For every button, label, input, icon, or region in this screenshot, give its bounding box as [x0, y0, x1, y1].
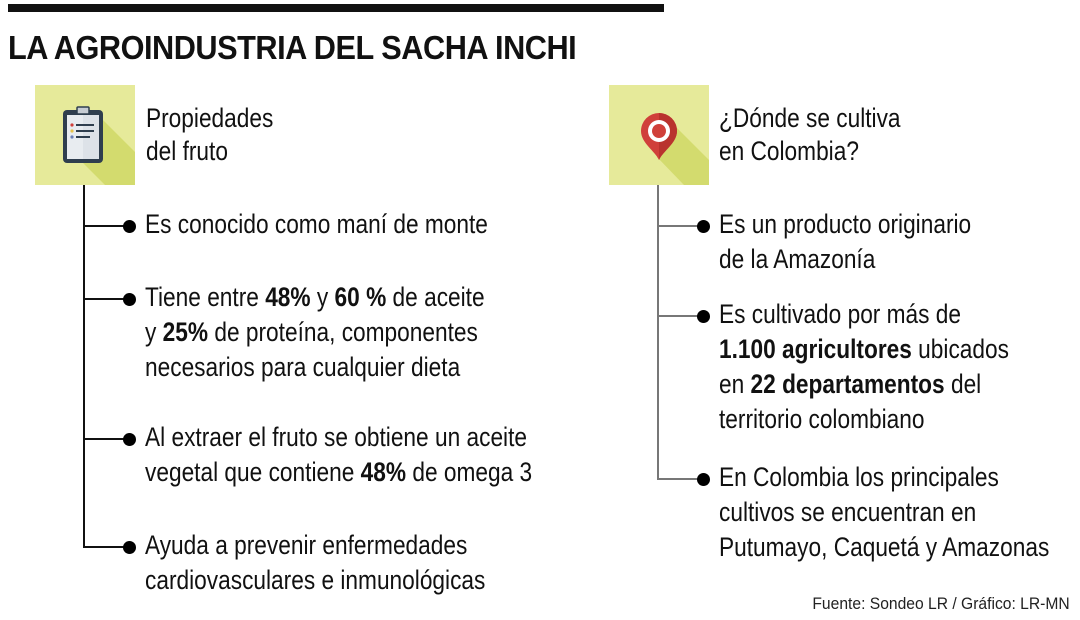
body-text: de aceite [386, 282, 485, 312]
list-item: En Colombia los principales cultivos se e… [719, 460, 1049, 565]
connector-branch [657, 225, 699, 227]
body-text: del [944, 369, 982, 399]
list-item: Tiene entre 48% y 60 % de aceite y 25% de… [145, 280, 485, 385]
list-item-line: Es un producto originario [719, 207, 971, 242]
list-item-line: cardiovasculares e inmunológicas [145, 563, 485, 598]
body-text: Putumayo, Caquetá y Amazonas [719, 532, 1050, 562]
left-section-title-line1: Propiedades [146, 103, 274, 133]
connector-branch [657, 315, 699, 317]
list-item-line: Tiene entre 48% y 60 % de aceite [145, 280, 485, 315]
connector-branch [83, 298, 125, 300]
list-item-line: Putumayo, Caquetá y Amazonas [719, 530, 1049, 565]
bullet-dot-icon [123, 293, 136, 306]
source-credit: Fuente: Sondeo LR / Gráfico: LR-MN [812, 594, 1070, 613]
highlight-text: 48% [360, 457, 407, 487]
list-item-line: cultivos se encuentran en [719, 495, 1049, 530]
clipboard-icon [35, 85, 135, 185]
list-item-line: En Colombia los principales [719, 460, 1049, 495]
header-rule [8, 4, 664, 12]
body-text: de omega 3 [406, 457, 533, 487]
list-item: Ayuda a prevenir enfermedades cardiovascu… [145, 528, 485, 598]
right-section-title: ¿Dónde se cultiva en Colombia? [719, 102, 901, 168]
connector-branch [83, 546, 125, 548]
list-item: Al extraer el fruto se obtiene un aceite… [145, 420, 532, 490]
bullet-dot-icon [697, 310, 710, 323]
connector-branch [657, 478, 699, 480]
body-text: Al extraer el fruto se obtiene un aceite [145, 422, 528, 452]
list-item-line: necesarios para cualquier dieta [145, 350, 485, 385]
body-text: vegetal que contiene [145, 457, 361, 487]
list-item-line: Es conocido como maní de monte [145, 207, 488, 242]
highlight-text: 48% [265, 282, 311, 312]
body-text: ubicados [911, 334, 1009, 364]
list-item-line: Ayuda a prevenir enfermedades [145, 528, 485, 563]
body-text: En Colombia los principales [719, 462, 999, 492]
connector-branch [83, 438, 125, 440]
connector-branch [83, 225, 125, 227]
body-text: de la Amazonía [719, 244, 876, 274]
body-text: Es conocido como maní de monte [145, 209, 488, 239]
list-item-line: Es cultivado por más de [719, 297, 1009, 332]
highlight-text: 22 departamentos [750, 369, 945, 399]
body-text: y [145, 317, 163, 347]
body-text: cultivos se encuentran en [719, 497, 977, 527]
body-text: de proteína, componentes [208, 317, 478, 347]
bullet-dot-icon [123, 541, 136, 554]
left-connector-trunk [83, 185, 85, 547]
list-item-line: territorio colombiano [719, 402, 1009, 437]
list-item-line: en 22 departamentos del [719, 367, 1009, 402]
body-text: Tiene entre [145, 282, 266, 312]
page-title: LA AGROINDUSTRIA DEL SACHA INCHI [8, 29, 577, 66]
body-text: territorio colombiano [719, 404, 925, 434]
list-item: Es cultivado por más de 1.100 agricultore… [719, 297, 1009, 437]
right-section-title-line1: ¿Dónde se cultiva [719, 103, 901, 133]
highlight-text: 1.100 agricultores [719, 334, 912, 364]
list-item-line: Al extraer el fruto se obtiene un aceite [145, 420, 532, 455]
body-text: en [719, 369, 751, 399]
bullet-dot-icon [123, 433, 136, 446]
right-connector-trunk [657, 185, 659, 479]
body-text: Ayuda a prevenir enfermedades [145, 530, 468, 560]
body-text: cardiovasculares e inmunológicas [145, 565, 486, 595]
body-text: y [310, 282, 335, 312]
list-item: Es un producto originario de la Amazonía [719, 207, 971, 277]
list-item-line: 1.100 agricultores ubicados [719, 332, 1009, 367]
body-text: Es cultivado por más de [719, 299, 962, 329]
left-section-title-line2: del fruto [146, 136, 228, 166]
bullet-dot-icon [697, 473, 710, 486]
list-item-line: de la Amazonía [719, 242, 971, 277]
body-text: Es un producto originario [719, 209, 972, 239]
right-section-title-line2: en Colombia? [719, 136, 859, 166]
body-text: necesarios para cualquier dieta [145, 352, 461, 382]
bullet-dot-icon [123, 220, 136, 233]
list-item: Es conocido como maní de monte [145, 207, 488, 242]
highlight-text: 60 % [334, 282, 387, 312]
map-pin-icon [609, 85, 709, 185]
left-section-title: Propiedades del fruto [146, 102, 273, 168]
list-item-line: vegetal que contiene 48% de omega 3 [145, 455, 532, 490]
list-item-line: y 25% de proteína, componentes [145, 315, 485, 350]
highlight-text: 25% [162, 317, 209, 347]
bullet-dot-icon [697, 220, 710, 233]
